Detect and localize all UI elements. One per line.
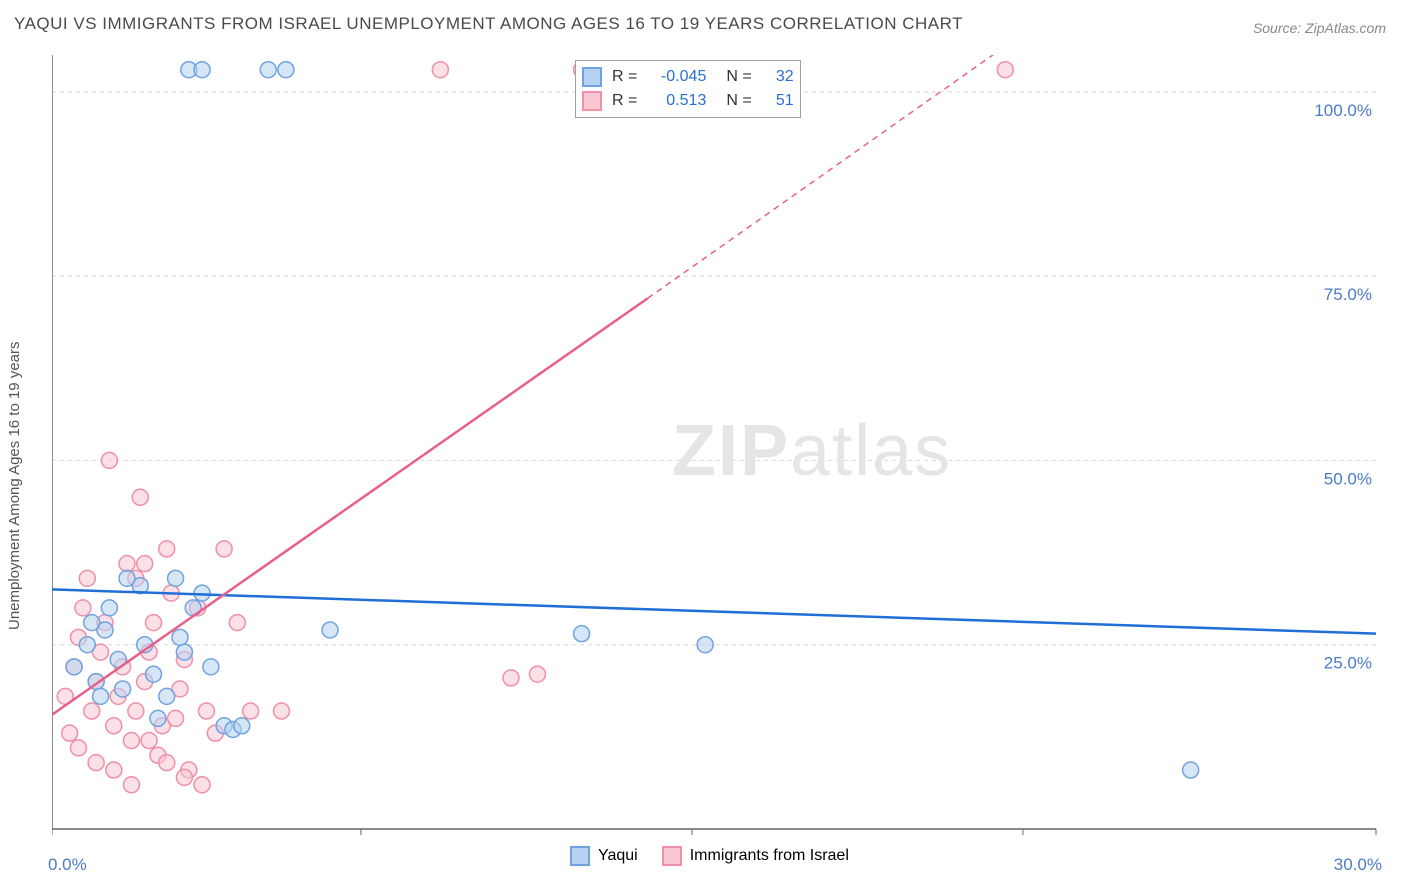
source-attribution: Source: ZipAtlas.com: [1253, 20, 1386, 36]
data-point: [172, 629, 188, 645]
data-point: [159, 755, 175, 771]
data-point: [159, 541, 175, 557]
data-point: [70, 740, 86, 756]
series-legend-item: Immigrants from Israel: [662, 846, 849, 866]
y-tick-label: 75.0%: [1324, 285, 1372, 304]
data-point: [141, 733, 157, 749]
series-label: Immigrants from Israel: [690, 847, 849, 865]
data-point: [79, 637, 95, 653]
data-point: [503, 670, 519, 686]
data-point: [123, 777, 139, 793]
data-point: [432, 62, 448, 78]
data-point: [106, 762, 122, 778]
y-tick-label: 25.0%: [1324, 654, 1372, 673]
y-axis-label: Unemployment Among Ages 16 to 19 years: [6, 341, 23, 630]
corr-r-label: R =: [612, 92, 637, 110]
data-point: [128, 703, 144, 719]
data-point: [216, 541, 232, 557]
corr-legend-row: R = -0.045 N = 32: [582, 65, 794, 89]
data-point: [123, 733, 139, 749]
data-point: [997, 62, 1013, 78]
y-tick-label: 100.0%: [1314, 101, 1372, 120]
data-point: [168, 570, 184, 586]
corr-r-value: -0.045: [651, 68, 706, 86]
series-legend-item: Yaqui: [570, 846, 638, 866]
data-point: [159, 688, 175, 704]
corr-r-value: 0.513: [651, 92, 706, 110]
corr-n-value: 51: [766, 92, 794, 110]
data-point: [278, 62, 294, 78]
data-point: [115, 681, 131, 697]
data-point: [150, 710, 166, 726]
x-tick-min: 0.0%: [48, 855, 87, 875]
plot-area: 25.0%50.0%75.0%100.0% ZIPatlas: [52, 55, 1382, 835]
data-point: [93, 688, 109, 704]
data-point: [146, 666, 162, 682]
trend-line-blue: [52, 589, 1376, 633]
data-point: [79, 570, 95, 586]
legend-swatch-pink: [662, 846, 682, 866]
data-point: [322, 622, 338, 638]
data-point: [194, 777, 210, 793]
data-point: [101, 452, 117, 468]
trend-line-pink: [52, 298, 648, 714]
data-point: [273, 703, 289, 719]
data-point: [697, 637, 713, 653]
data-point: [137, 556, 153, 572]
data-point: [88, 755, 104, 771]
data-point: [62, 725, 78, 741]
data-point: [101, 600, 117, 616]
data-point: [1183, 762, 1199, 778]
legend-swatch-pink: [582, 91, 602, 111]
legend-swatch-blue: [570, 846, 590, 866]
data-point: [84, 615, 100, 631]
data-point: [176, 769, 192, 785]
data-point: [529, 666, 545, 682]
data-point: [229, 615, 245, 631]
corr-n-label: N =: [726, 92, 751, 110]
data-point: [84, 703, 100, 719]
data-point: [194, 62, 210, 78]
x-tick-max: 30.0%: [1334, 855, 1382, 875]
data-point: [66, 659, 82, 675]
data-point: [574, 626, 590, 642]
corr-n-label: N =: [726, 68, 751, 86]
data-point: [203, 659, 219, 675]
chart-title: YAQUI VS IMMIGRANTS FROM ISRAEL UNEMPLOY…: [14, 14, 963, 34]
legend-swatch-blue: [582, 67, 602, 87]
scatter-chart-svg: 25.0% 50.0% 75.0% 100.0%: [52, 55, 1382, 835]
correlation-legend: R = -0.045 N = 32 R = 0.513 N = 51: [575, 60, 801, 118]
data-point: [168, 710, 184, 726]
y-tick-label: 50.0%: [1324, 469, 1372, 488]
data-point: [198, 703, 214, 719]
data-point: [119, 556, 135, 572]
corr-r-label: R =: [612, 68, 637, 86]
corr-n-value: 32: [766, 68, 794, 86]
data-point: [234, 718, 250, 734]
data-point: [132, 489, 148, 505]
data-point: [146, 615, 162, 631]
data-point: [106, 718, 122, 734]
data-point: [75, 600, 91, 616]
data-point: [119, 570, 135, 586]
data-point: [260, 62, 276, 78]
data-point: [176, 644, 192, 660]
series-legend: Yaqui Immigrants from Israel: [570, 846, 849, 866]
series-label: Yaqui: [598, 847, 638, 865]
data-point: [243, 703, 259, 719]
corr-legend-row: R = 0.513 N = 51: [582, 89, 794, 113]
